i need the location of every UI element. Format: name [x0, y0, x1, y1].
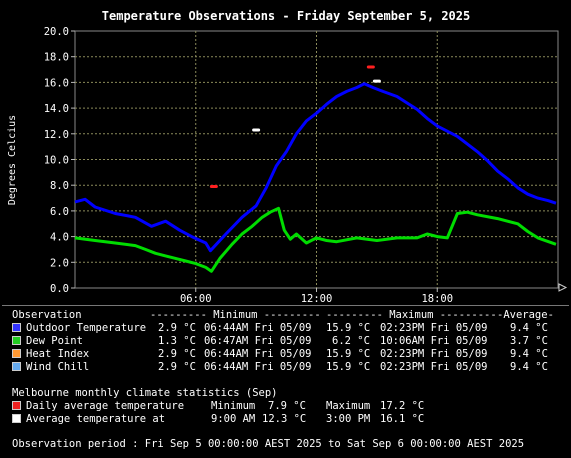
legend-min-time: 06:44AM Fri 05/09: [204, 348, 312, 360]
y-tick-label: 0.0: [50, 283, 69, 295]
climate-row-label: Average temperature at: [26, 413, 166, 425]
dew-point-swatch-icon: [12, 336, 21, 345]
legend-header-observation: Observation: [12, 309, 82, 321]
climate-marker: [209, 184, 218, 188]
y-tick-label: 16.0: [44, 77, 69, 89]
legend-min-time: 06:44AM Fri 05/09: [204, 361, 312, 373]
legend-series-name: Outdoor Temperature: [26, 322, 147, 334]
wind-chill-swatch-icon: [12, 362, 21, 371]
climate-marker: [252, 128, 261, 132]
x-tick-label: 06:00: [180, 293, 212, 305]
climate-am-value: 12.3 °C: [262, 413, 307, 425]
legend-series-name: Wind Chill: [26, 361, 90, 373]
legend-avg-value: 9.4 °C: [510, 322, 548, 334]
outdoor-temperature-swatch-icon: [12, 323, 21, 332]
climate-pm-label: 3:00 PM: [326, 413, 371, 425]
climate-marker: [372, 79, 381, 83]
legend-max-value: 15.9 °C: [326, 361, 371, 373]
legend-header-maximum: --------- Maximum ---------: [326, 309, 497, 321]
observation-period: Observation period : Fri Sep 5 00:00:00 …: [12, 438, 525, 450]
legend-avg-value: 9.4 °C: [510, 361, 548, 373]
climate-markers: [209, 65, 381, 188]
legend-avg-value: 9.4 °C: [510, 348, 548, 360]
dew-point-line: [74, 206, 557, 273]
outdoor-temperature-line: [74, 82, 557, 253]
legend-min-time: 06:44AM Fri 05/09: [204, 322, 312, 334]
legend-max-time: 02:23PM Fri 05/09: [380, 361, 488, 373]
x-axis-ticks: 06:00 12:00 18:00: [180, 288, 453, 305]
legend-avg-value: 3.7 °C: [510, 335, 548, 347]
y-tick-label: 20.0: [44, 26, 69, 38]
legend-min-value: 2.9 °C: [158, 322, 196, 334]
climate-max-label: Maximum: [326, 400, 371, 412]
legend-max-time: 02:23PM Fri 05/09: [380, 348, 488, 360]
daily-average-swatch-icon: [12, 401, 21, 410]
y-axis-label: Degrees Celcius: [7, 115, 18, 205]
climate-min-label: Minimum: [211, 400, 256, 412]
y-tick-label: 4.0: [50, 232, 69, 244]
legend-divider: [2, 305, 569, 306]
y-tick-label: 12.0: [44, 129, 69, 141]
legend-min-time: 06:47AM Fri 05/09: [204, 335, 312, 347]
y-tick-label: 2.0: [50, 257, 69, 269]
legend-header-minimum: --------- Minimum ---------: [150, 309, 321, 321]
y-axis-ticks: 0.0 2.0 4.0 6.0 8.0 10.0 12.0 14.0 16.0 18.0 20.0: [44, 26, 75, 295]
climate-max-value: 17.2 °C: [380, 400, 425, 412]
legend-series-name: Dew Point: [26, 335, 83, 347]
x-axis-arrow-icon: [558, 283, 568, 292]
climate-min-value: 7.9 °C: [268, 400, 306, 412]
legend-max-time: 02:23PM Fri 05/09: [380, 322, 488, 334]
y-tick-label: 18.0: [44, 52, 69, 64]
legend-max-value: 6.2 °C: [332, 335, 370, 347]
y-tick-label: 14.0: [44, 103, 69, 115]
average-at-swatch-icon: [12, 414, 21, 423]
y-tick-label: 8.0: [50, 180, 69, 192]
legend-max-time: 10:06AM Fri 05/09: [380, 335, 488, 347]
legend-series-name: Heat Index: [26, 348, 90, 360]
x-tick-label: 18:00: [421, 293, 453, 305]
legend-max-value: 15.9 °C: [326, 348, 371, 360]
y-tick-label: 10.0: [44, 155, 69, 167]
climate-heading: Melbourne monthly climate statistics (Se…: [12, 387, 278, 399]
heat-index-swatch-icon: [12, 349, 21, 358]
legend-header-average: -Average-: [497, 309, 554, 321]
legend-min-value: 2.9 °C: [158, 348, 196, 360]
x-tick-label: 12:00: [301, 293, 333, 305]
temperature-chart: Temperature Observations - Friday Septem…: [7, 9, 568, 305]
y-tick-label: 6.0: [50, 206, 69, 218]
climate-row-label: Daily average temperature: [26, 400, 185, 412]
legend-min-value: 2.9 °C: [158, 361, 196, 373]
chart-title: Temperature Observations - Friday Septem…: [102, 9, 470, 23]
climate-am-label: 9:00 AM: [211, 413, 256, 425]
legend-min-value: 1.3 °C: [158, 335, 196, 347]
legend-max-value: 15.9 °C: [326, 322, 371, 334]
climate-pm-value: 16.1 °C: [380, 413, 425, 425]
series-lines: [74, 82, 557, 273]
climate-marker: [366, 65, 375, 69]
